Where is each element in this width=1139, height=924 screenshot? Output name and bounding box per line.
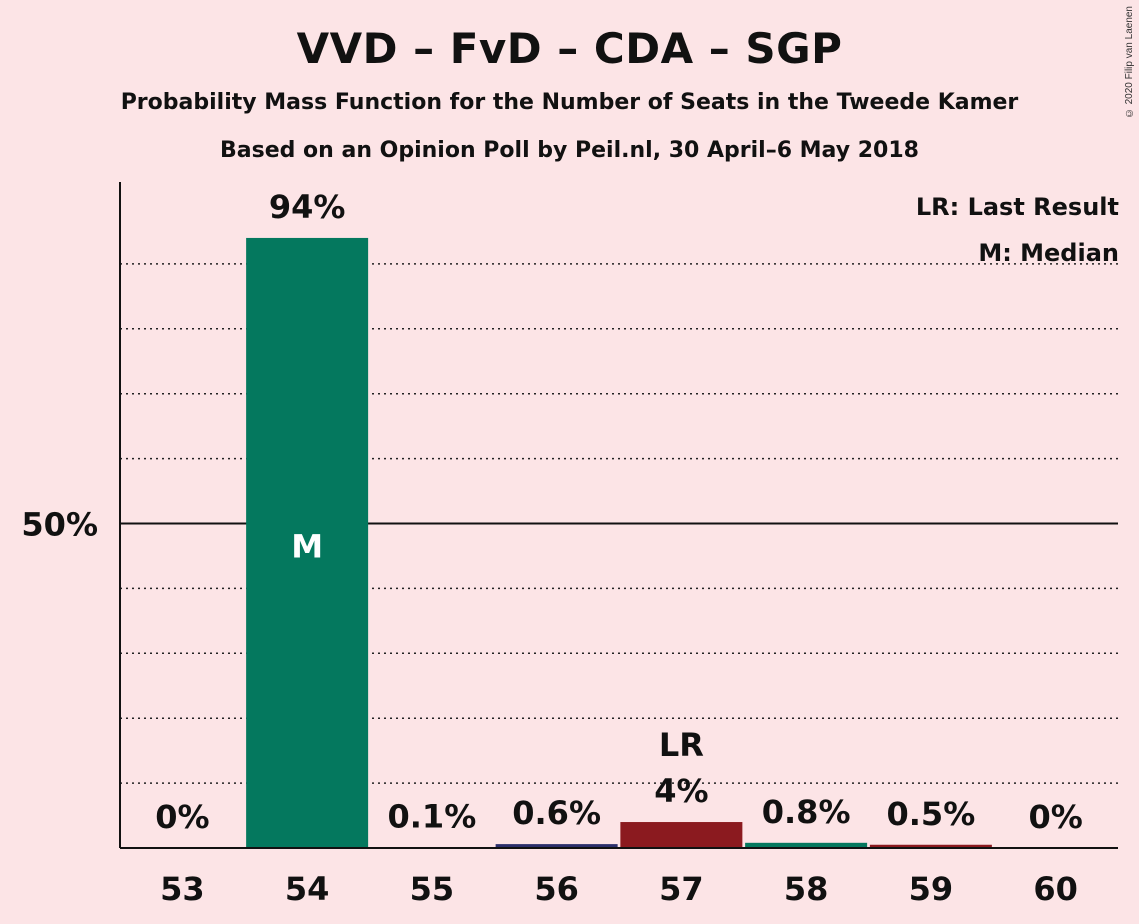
data-label: 0.6% xyxy=(512,794,601,832)
y-tick-label: 50% xyxy=(21,506,98,544)
x-tick-label: 57 xyxy=(659,870,704,908)
bar-56 xyxy=(495,844,618,848)
x-tick-label: 53 xyxy=(160,870,205,908)
data-label: 0% xyxy=(1028,798,1082,836)
bar-58 xyxy=(745,842,868,848)
x-tick-label: 56 xyxy=(534,870,579,908)
chart-source: Based on an Opinion Poll by Peil.nl, 30 … xyxy=(220,138,919,163)
bar-59 xyxy=(869,844,992,848)
data-label: 0.5% xyxy=(887,795,976,833)
bar-54 xyxy=(246,237,369,848)
x-tick-label: 55 xyxy=(410,870,455,908)
x-tick-label: 59 xyxy=(909,870,954,908)
chart-title: VVD – FvD – CDA – SGP xyxy=(296,24,843,73)
legend-last-result: LR: Last Result xyxy=(915,193,1119,221)
data-label: 4% xyxy=(654,772,708,810)
data-label: 0.8% xyxy=(762,793,851,831)
x-tick-label: 60 xyxy=(1033,870,1078,908)
bar-57 xyxy=(620,822,743,848)
x-tick-label: 54 xyxy=(285,870,330,908)
median-marker: M xyxy=(291,528,323,566)
last-result-marker: LR xyxy=(659,726,704,764)
chart-subtitle: Probability Mass Function for the Number… xyxy=(120,90,1019,115)
data-label: 0.1% xyxy=(388,797,477,835)
data-label: 94% xyxy=(269,188,346,226)
x-tick-label: 58 xyxy=(784,870,829,908)
legend: LR: Last Result M: Median xyxy=(916,184,1119,276)
data-label: 0% xyxy=(155,798,209,836)
legend-median: M: Median xyxy=(978,239,1119,267)
